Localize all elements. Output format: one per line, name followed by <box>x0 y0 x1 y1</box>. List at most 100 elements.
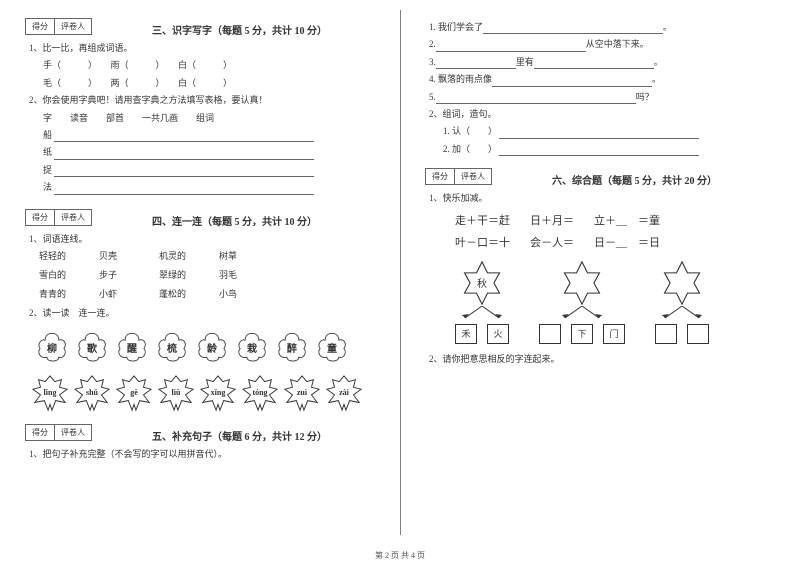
r-q2: 2、组词，造句。 <box>429 107 780 121</box>
grid-cell: 机灵的 <box>159 249 219 262</box>
answer-box <box>539 324 561 344</box>
grader-label: 评卷人 <box>55 425 91 440</box>
answer-box: 火 <box>487 324 509 344</box>
r-q2b: 2. 加（ ） <box>443 142 780 156</box>
flower-shape: 龄 <box>195 330 229 364</box>
answer-box: 门 <box>603 324 625 344</box>
fill-5b: 吗？ <box>636 92 654 102</box>
diagram-row: 秋 禾 火 下 门 <box>455 260 780 344</box>
box-pair <box>655 324 709 344</box>
arrows-icon <box>657 306 707 320</box>
s3-q2-header: 字 读音 部首 一共几画 组词 <box>43 111 380 125</box>
fill-1b: 。 <box>663 22 672 32</box>
flower-char: 童 <box>327 340 337 355</box>
blank-line <box>483 24 663 34</box>
s3-row-0: 船 <box>43 128 380 142</box>
blank-line <box>54 150 314 160</box>
star-group-2: 下 门 <box>539 260 625 344</box>
row-char: 船 <box>43 130 52 140</box>
s3-q2: 2、你会使用字典吧！请用查字典之方法填写表格，要认真！ <box>29 93 380 107</box>
leaf-pinyin: shǔ <box>86 388 98 397</box>
grid-cell: 树草 <box>219 249 279 262</box>
flower-row: 柳 歌 醒 梳 龄 栽 醉 童 <box>35 330 380 364</box>
eq-row-2: 叶－口＝十 会－人＝ 日－__ ＝日 <box>455 234 780 250</box>
grid-cell: 小虾 <box>99 287 159 300</box>
flower-shape: 歌 <box>75 330 109 364</box>
star-group-1: 秋 禾 火 <box>455 260 509 344</box>
section-5-title: 五、补充句子（每题 6 分，共计 12 分） <box>152 428 327 443</box>
leaf-pinyin: gè <box>130 388 138 397</box>
leaf-shape: lǐng <box>31 374 69 410</box>
s3-row-1: 纸 <box>43 145 380 159</box>
eq: 走＋干＝赶 <box>455 212 510 228</box>
score-box: 得分 评卷人 <box>25 424 92 441</box>
section-4-head: 得分 评卷人 四、连一连（每题 5 分，共计 10 分） <box>25 209 380 228</box>
answer-box: 禾 <box>455 324 477 344</box>
grader-label: 评卷人 <box>55 19 91 34</box>
score-box: 得分 评卷人 <box>425 168 492 185</box>
leaf-shape: tóng <box>241 374 279 410</box>
leaf-pinyin: lǐng <box>44 388 57 397</box>
flower-char: 栽 <box>247 340 257 355</box>
flower-shape: 梳 <box>155 330 189 364</box>
box-pair: 禾 火 <box>455 324 509 344</box>
score-box: 得分 评卷人 <box>25 209 92 226</box>
grid-cell: 轻轻的 <box>39 249 99 262</box>
fill-2: 2.从空中落下来。 <box>429 37 780 51</box>
star-char: 秋 <box>477 275 487 290</box>
answer-box <box>655 324 677 344</box>
eq-row-1: 走＋干＝赶 日＋月＝ 立＋__ ＝童 <box>455 212 780 228</box>
leaf-row: lǐng shǔ gè liǔ xǐng tóng zuì zài <box>31 374 380 410</box>
flower-shape: 柳 <box>35 330 69 364</box>
score-box: 得分 评卷人 <box>25 18 92 35</box>
flower-shape: 醒 <box>115 330 149 364</box>
section-3-head: 得分 评卷人 三、识字写字（每题 5 分，共计 10 分） <box>25 18 380 37</box>
leaf-shape: zài <box>325 374 363 410</box>
eq: 会－人＝ <box>530 234 574 250</box>
eq: 立＋__ ＝童 <box>594 212 660 228</box>
r-q2b-text: 2. 加（ ） <box>443 144 497 154</box>
arrows-icon <box>557 306 607 320</box>
leaf-shape: liǔ <box>157 374 195 410</box>
arrows-icon <box>457 306 507 320</box>
fill-3a: 3. <box>429 57 436 67</box>
flower-char: 歌 <box>87 340 97 355</box>
leaf-shape: gè <box>115 374 153 410</box>
score-label: 得分 <box>26 19 55 34</box>
grid-cell: 小鸟 <box>219 287 279 300</box>
fill-3: 3.里有。 <box>429 55 780 69</box>
eq: 日＋月＝ <box>530 212 574 228</box>
leaf-shape: shǔ <box>73 374 111 410</box>
blank-line <box>534 59 654 69</box>
star-group-3 <box>655 260 709 344</box>
blank-line <box>436 42 586 52</box>
row-char: 纸 <box>43 147 52 157</box>
blank-line <box>54 132 314 142</box>
grid-cell: 步子 <box>99 268 159 281</box>
blank-line <box>54 167 314 177</box>
grid-cell: 蓬松的 <box>159 287 219 300</box>
s3-q1a: 手（ ） 雨（ ） 白（ ） <box>43 58 380 72</box>
section-4-title: 四、连一连（每题 5 分，共计 10 分） <box>152 213 317 228</box>
score-label: 得分 <box>26 210 55 225</box>
row-char: 捉 <box>43 165 52 175</box>
flower-char: 龄 <box>207 340 217 355</box>
fill-5: 5.吗？ <box>429 90 780 104</box>
section-6-title: 六、综合题（每题 5 分，共计 20 分） <box>552 172 717 187</box>
flower-char: 醒 <box>127 340 137 355</box>
s3-row-3: 法 <box>43 180 380 194</box>
grid-cell: 雪白的 <box>39 268 99 281</box>
box-triple: 下 门 <box>539 324 625 344</box>
flower-shape: 栽 <box>235 330 269 364</box>
blank-line <box>492 77 652 87</box>
leaf-pinyin: liǔ <box>172 388 181 397</box>
answer-box: 下 <box>571 324 593 344</box>
s4-q1: 1、词语连线。 <box>29 232 380 246</box>
word-grid: 轻轻的 贝壳 机灵的 树草 雪白的 步子 翠绿的 羽毛 青青的 小虾 蓬松的 小… <box>39 249 380 300</box>
leaf-pinyin: zuì <box>297 388 307 397</box>
flower-shape: 童 <box>315 330 349 364</box>
fill-3c: 。 <box>654 57 663 67</box>
leaf-pinyin: tóng <box>252 388 267 397</box>
right-column: 1. 我们学会了。 2.从空中落下来。 3.里有。 4. 飘落的雨点像。 5.吗… <box>400 0 800 545</box>
s6-q1: 1、快乐加减。 <box>429 191 780 205</box>
